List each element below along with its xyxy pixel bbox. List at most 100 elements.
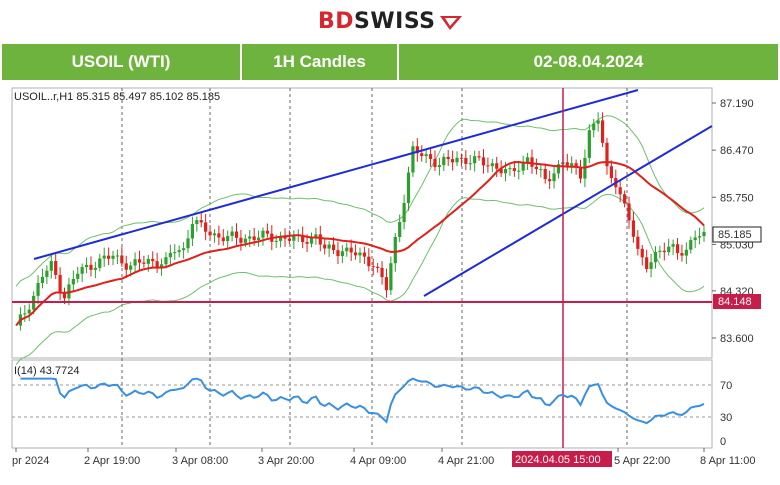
candle-body xyxy=(424,154,428,157)
candle-body xyxy=(309,236,314,244)
highlight-time-label: 2024.04.05 15:00 xyxy=(515,454,601,466)
candle-body xyxy=(671,244,675,247)
candle-body xyxy=(230,231,234,236)
candle-body xyxy=(93,267,97,270)
brand-swiss: SWISS xyxy=(354,8,436,34)
candle-body xyxy=(155,261,159,268)
price-tick-label: 85.750 xyxy=(720,192,754,204)
candle-body xyxy=(446,156,450,160)
candle-body xyxy=(389,263,393,291)
rsi-line xyxy=(20,377,705,425)
candle-body xyxy=(124,263,128,270)
candle-body xyxy=(301,234,305,242)
candle-body xyxy=(98,258,102,268)
candle-body xyxy=(62,291,67,299)
candle-body xyxy=(199,220,203,223)
lower-trendline xyxy=(423,125,713,297)
candle-body xyxy=(287,238,292,241)
candle-body xyxy=(367,256,371,267)
candle-body xyxy=(442,156,446,166)
candle-body xyxy=(314,234,318,237)
candle-body xyxy=(146,258,150,264)
candle-body xyxy=(358,252,362,256)
rsi-polyline xyxy=(20,377,705,425)
candle-body xyxy=(481,157,486,166)
candle-body xyxy=(653,251,658,263)
candle-body xyxy=(142,262,146,264)
candle-body xyxy=(23,313,27,315)
candle-body xyxy=(570,163,574,166)
candle-body xyxy=(327,244,331,249)
candle-body xyxy=(684,249,688,256)
candle-body xyxy=(323,244,327,249)
candle-body xyxy=(556,164,561,174)
candle-body xyxy=(508,168,512,170)
candle-body xyxy=(605,142,609,167)
candle-body xyxy=(697,236,702,238)
candle-body xyxy=(115,255,120,257)
moving-average xyxy=(15,161,705,327)
candle-body xyxy=(473,156,477,164)
candle-body xyxy=(349,247,353,253)
candle-body xyxy=(433,158,437,168)
candle-body xyxy=(600,120,605,143)
rsi-panel-frame xyxy=(11,359,713,449)
candle-body xyxy=(256,237,261,240)
last-price-label: 85.185 xyxy=(718,229,752,241)
header-symbol: USOIL (WTI) xyxy=(71,52,171,71)
candle-body xyxy=(649,262,653,269)
support-price-label: 84.148 xyxy=(718,296,752,308)
candle-body xyxy=(468,163,472,165)
candle-body xyxy=(548,179,552,182)
candle-body xyxy=(239,237,243,243)
candle-body xyxy=(384,277,389,291)
time-tick-label: pr 2024 xyxy=(12,455,49,467)
candle-body xyxy=(208,231,212,236)
candle-body xyxy=(437,165,441,168)
ma-line xyxy=(15,161,705,327)
price-panel-frame xyxy=(11,87,713,359)
candle-body xyxy=(420,153,424,157)
candle-body xyxy=(234,231,239,238)
candle-body xyxy=(578,167,583,179)
candle-body xyxy=(305,241,309,244)
upper-trendline xyxy=(33,89,639,260)
candle-body xyxy=(212,233,217,236)
candle-body xyxy=(596,120,600,124)
candle-body xyxy=(181,248,186,251)
candle-body xyxy=(552,173,556,182)
rsi-tick-label: 70 xyxy=(720,380,732,392)
candle-body xyxy=(393,237,397,264)
brand-arrow-icon xyxy=(439,16,462,30)
candle-body xyxy=(534,166,539,170)
rsi-tick-label: 30 xyxy=(720,412,732,424)
candle-body xyxy=(336,250,340,257)
candle-body xyxy=(217,233,221,238)
candle-body xyxy=(107,255,111,259)
candle-body xyxy=(503,168,508,174)
candle-body xyxy=(265,230,269,234)
candle-body xyxy=(40,276,45,284)
candle-body xyxy=(331,244,336,251)
candle-body xyxy=(640,248,644,258)
price-chart: USOIL..r,H1 85.315 85.497 85.102 85.185 … xyxy=(11,87,762,467)
candle-body xyxy=(618,187,622,195)
candle-body xyxy=(662,250,666,253)
candle-body xyxy=(283,236,287,239)
last-price-box xyxy=(712,226,762,243)
candle-body xyxy=(71,278,75,285)
candle-body xyxy=(574,163,578,168)
candle-body xyxy=(129,265,133,270)
candle-body xyxy=(680,253,684,256)
highlight-time-box xyxy=(512,451,612,467)
candle-body xyxy=(261,230,265,238)
candle-body xyxy=(353,252,358,256)
price-tick-label: 86.470 xyxy=(720,145,754,157)
candle-body xyxy=(477,156,481,158)
candle-body xyxy=(252,236,256,240)
candle-body xyxy=(406,172,411,203)
candle-body xyxy=(204,222,208,232)
header-date-range: 02-08.04.2024 xyxy=(397,44,778,80)
candle-body xyxy=(565,162,569,166)
candle-body xyxy=(111,255,115,259)
